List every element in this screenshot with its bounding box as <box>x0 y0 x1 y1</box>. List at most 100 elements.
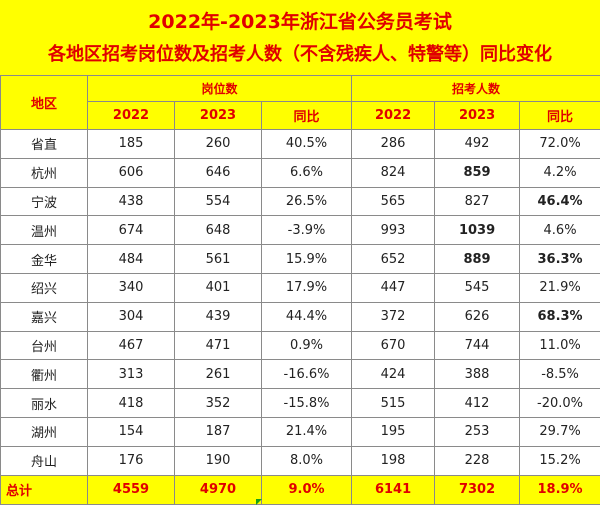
data-cell: 352 <box>174 388 262 418</box>
data-cell: 253 <box>434 416 521 447</box>
data-cell: 744 <box>434 330 521 361</box>
highlighted-cell: 68.3% <box>519 301 600 332</box>
table-row: 台州 467 471 0.9% 670 744 11.0% <box>0 330 600 361</box>
col-header: 同比 <box>519 101 600 130</box>
data-cell: 674 <box>87 215 175 246</box>
stats-table: 地区 岗位数 招考人数 2022 2023 同比 2022 2023 同比 省直… <box>0 75 600 505</box>
highlighted-cell: 859 <box>434 157 521 188</box>
data-cell: -16.6% <box>260 359 353 390</box>
total-cell: 18.9% <box>519 474 600 505</box>
data-cell: 471 <box>174 330 262 361</box>
region-cell: 宁波 <box>0 186 88 217</box>
table-row: 省直 185 260 40.5% 286 492 72.0% <box>0 129 600 159</box>
data-cell: 187 <box>174 416 262 447</box>
total-row: 总计 4559 4970 9.0% 6141 7302 18.9% <box>0 474 600 505</box>
data-cell: 154 <box>87 416 175 447</box>
data-cell: 652 <box>351 244 436 274</box>
data-cell: 561 <box>174 244 262 274</box>
region-cell: 绍兴 <box>0 272 88 303</box>
data-cell: 484 <box>87 244 175 274</box>
data-cell: 827 <box>434 186 521 217</box>
data-cell: 670 <box>351 330 436 361</box>
table-row: 湖州 154 187 21.4% 195 253 29.7% <box>0 416 600 447</box>
applicants-group-header: 招考人数 <box>351 75 600 102</box>
title-band: 2022年-2023年浙江省公务员考试 各地区招考岗位数及招考人数（不含残疾人、… <box>0 0 600 75</box>
data-cell: 515 <box>351 388 436 418</box>
data-cell: 72.0% <box>519 129 600 159</box>
data-cell: 26.5% <box>260 186 353 217</box>
region-cell: 丽水 <box>0 388 88 418</box>
table-row: 温州 674 648 -3.9% 993 1039 4.6% <box>0 215 600 246</box>
data-cell: -8.5% <box>519 359 600 390</box>
col-header: 2022 <box>351 101 436 130</box>
region-cell: 金华 <box>0 244 88 274</box>
data-cell: 492 <box>434 129 521 159</box>
highlighted-cell: 1039 <box>434 215 521 246</box>
data-cell: 340 <box>87 272 175 303</box>
highlighted-cell: 36.3% <box>519 244 600 274</box>
header-row-years: 2022 2023 同比 2022 2023 同比 <box>1 101 600 130</box>
col-header: 同比 <box>260 101 353 130</box>
data-cell: 286 <box>351 129 436 159</box>
header-row-groups: 地区 岗位数 招考人数 <box>0 75 600 130</box>
positions-group-header: 岗位数 <box>86 75 353 102</box>
data-cell: 447 <box>351 272 436 303</box>
region-cell: 嘉兴 <box>0 301 88 332</box>
region-cell: 湖州 <box>0 416 88 447</box>
data-cell: 29.7% <box>519 416 600 447</box>
data-cell: 418 <box>87 388 175 418</box>
region-cell: 舟山 <box>0 445 88 476</box>
col-header: 2023 <box>434 101 521 130</box>
data-cell: 185 <box>87 129 175 159</box>
table-row: 绍兴 340 401 17.9% 447 545 21.9% <box>0 272 600 303</box>
total-cell: 6141 <box>351 474 436 505</box>
data-cell: 372 <box>351 301 436 332</box>
total-cell: 4970 <box>174 474 262 505</box>
data-cell: 6.6% <box>260 157 353 188</box>
data-cell: 401 <box>174 272 262 303</box>
data-cell: 190 <box>174 445 262 476</box>
data-cell: 40.5% <box>260 129 353 159</box>
table-row: 舟山 176 190 8.0% 198 228 15.2% <box>0 445 600 476</box>
data-cell: 439 <box>174 301 262 332</box>
total-cell: 9.0% <box>260 474 353 505</box>
region-header: 地区 <box>0 75 88 130</box>
region-cell: 温州 <box>0 215 88 246</box>
col-header: 2023 <box>174 101 262 130</box>
table-row: 丽水 418 352 -15.8% 515 412 -20.0% <box>0 388 600 418</box>
data-cell: 0.9% <box>260 330 353 361</box>
table-row: 衢州 313 261 -16.6% 424 388 -8.5% <box>0 359 600 390</box>
data-cell: 11.0% <box>519 330 600 361</box>
region-cell: 衢州 <box>0 359 88 390</box>
highlighted-cell: 889 <box>434 244 521 274</box>
data-cell: 648 <box>174 215 262 246</box>
title-main: 2022年-2023年浙江省公务员考试 <box>148 11 452 33</box>
table-row: 杭州 606 646 6.6% 824 859 4.2% <box>0 157 600 188</box>
total-cell: 7302 <box>434 474 521 505</box>
data-cell: 606 <box>87 157 175 188</box>
data-cell: 195 <box>351 416 436 447</box>
data-cell: 554 <box>174 186 262 217</box>
data-cell: 313 <box>87 359 175 390</box>
total-cell: 4559 <box>87 474 175 505</box>
data-cell: 304 <box>87 301 175 332</box>
region-cell: 台州 <box>0 330 88 361</box>
data-cell: 824 <box>351 157 436 188</box>
data-cell: 565 <box>351 186 436 217</box>
col-header: 2022 <box>87 101 175 130</box>
data-cell: -20.0% <box>519 388 600 418</box>
table-row: 嘉兴 304 439 44.4% 372 626 68.3% <box>0 301 600 332</box>
total-label: 总计 <box>0 474 88 505</box>
table-row: 宁波 438 554 26.5% 565 827 46.4% <box>0 186 600 217</box>
region-cell: 杭州 <box>0 157 88 188</box>
data-cell: 21.9% <box>519 272 600 303</box>
data-cell: 198 <box>351 445 436 476</box>
data-cell: 261 <box>174 359 262 390</box>
data-cell: 467 <box>87 330 175 361</box>
data-cell: 424 <box>351 359 436 390</box>
data-cell: 438 <box>87 186 175 217</box>
data-cell: 4.6% <box>519 215 600 246</box>
data-cell: 646 <box>174 157 262 188</box>
data-cell: 993 <box>351 215 436 246</box>
